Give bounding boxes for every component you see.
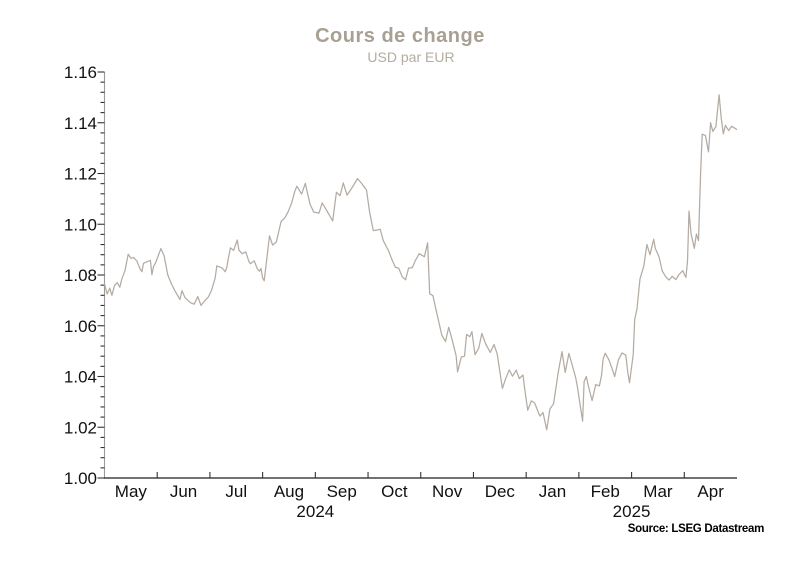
chart-title: Cours de change: [315, 25, 485, 47]
month-label: Feb: [591, 482, 620, 501]
y-tick-label: 1.10: [64, 215, 97, 234]
month-label: Aug: [274, 482, 304, 501]
month-label: Mar: [643, 482, 673, 501]
y-tick-label: 1.00: [64, 469, 97, 488]
exchange-rate-line: [103, 94, 738, 431]
year-label: 2024: [296, 502, 334, 521]
month-label: Nov: [432, 482, 463, 501]
y-tick-label: 1.08: [64, 266, 97, 285]
y-tick-label: 1.06: [64, 317, 97, 336]
year-label: 2025: [613, 502, 651, 521]
y-tick-label: 1.04: [64, 368, 97, 387]
y-tick-label: 1.14: [64, 114, 97, 133]
source-note: Source: LSEG Datastream: [627, 523, 765, 535]
month-label: Jan: [539, 482, 566, 501]
y-tick-label: 1.12: [64, 165, 97, 184]
month-label: Oct: [381, 482, 408, 501]
month-label: Apr: [697, 482, 724, 501]
month-label: May: [115, 482, 148, 501]
month-label: Jun: [170, 482, 197, 501]
month-label: Dec: [485, 482, 516, 501]
month-label: Sep: [327, 482, 357, 501]
chart-subtitle: USD par EUR: [367, 49, 455, 65]
month-label: Jul: [225, 482, 247, 501]
y-tick-label: 1.16: [64, 63, 97, 82]
y-tick-label: 1.02: [64, 418, 97, 437]
